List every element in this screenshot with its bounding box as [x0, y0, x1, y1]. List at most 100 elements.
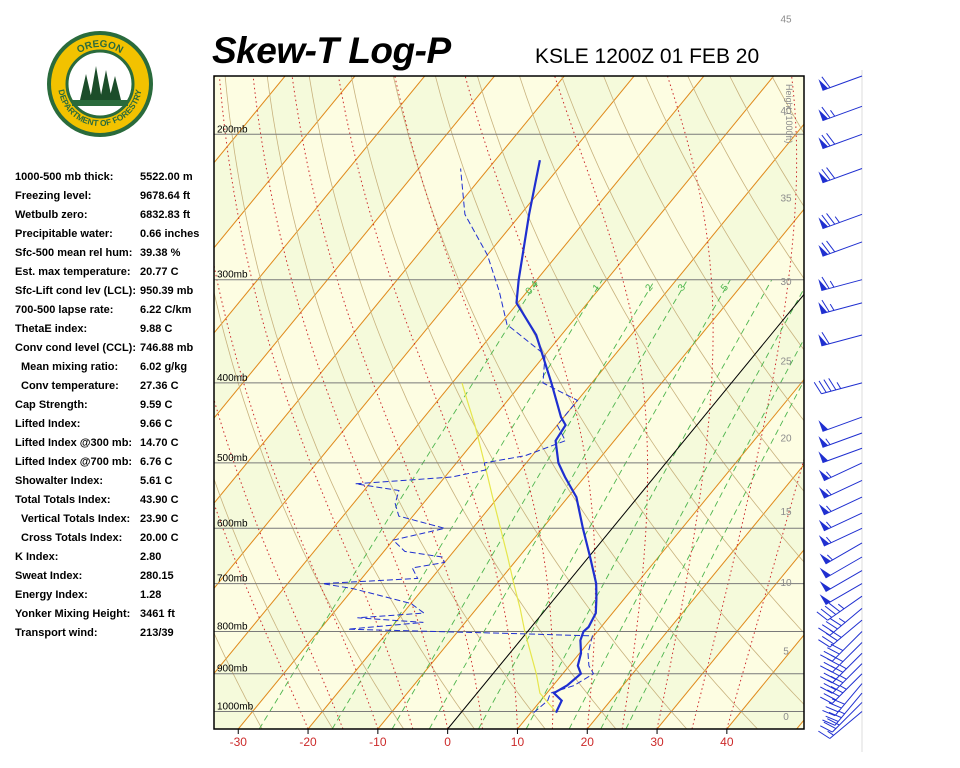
- wind-barb-pennant: [819, 553, 831, 564]
- wind-barb-staff: [829, 619, 863, 648]
- index-label: Showalter Index:: [15, 475, 104, 487]
- wind-barb-flag: [823, 672, 837, 680]
- index-value: 6832.83 ft: [140, 209, 191, 221]
- wind-barb-staff: [822, 213, 863, 230]
- wind-barb-staff: [822, 432, 863, 448]
- wind-barb-flag: [830, 643, 844, 652]
- wind-barb-staff: [822, 133, 863, 150]
- x-tick-label: 30: [650, 735, 664, 749]
- mixing-ratio-line: [391, 279, 656, 729]
- wind-barb-flag: [823, 721, 837, 730]
- dry-adiabat: [940, 76, 960, 729]
- index-row: Wetbulb zero: 6832.83 ft: [15, 206, 220, 225]
- wind-barb-flag: [821, 106, 831, 119]
- isotherm-line: [377, 208, 804, 729]
- pressure-label: 400mb: [217, 373, 248, 384]
- index-row: Sweat Index: 280.15: [15, 567, 220, 586]
- isotherm-band: [866, 76, 960, 729]
- index-value: 27.36 C: [140, 380, 179, 392]
- wind-barb-flag: [825, 621, 838, 630]
- wind-barb: [820, 702, 863, 733]
- mixing-ratio-label: 1: [591, 282, 603, 294]
- isotherm-line: [214, 76, 635, 590]
- wind-barb-flag: [823, 661, 837, 670]
- isotherm-line: [214, 76, 356, 249]
- pressure-label: 200mb: [217, 124, 248, 135]
- wind-barb-flag: [826, 213, 836, 225]
- wind-barb-staff: [825, 556, 863, 579]
- wind-barb-flag: [821, 242, 831, 254]
- wind-barb-staff: [822, 447, 863, 464]
- index-value: 39.38 %: [140, 247, 181, 259]
- isotherm-line: [656, 549, 804, 729]
- index-row: Lifted Index @300 mb: 14.70 C: [15, 434, 220, 453]
- mixing-ratio-line: [258, 279, 539, 729]
- index-label: Freezing level:: [15, 190, 92, 202]
- wind-barb-pennant: [818, 420, 829, 432]
- index-value: 9.59 C: [140, 399, 173, 411]
- wind-barb: [818, 607, 863, 636]
- wind-barb: [818, 462, 863, 482]
- index-value: 2.80: [140, 551, 162, 563]
- wind-barb-staff: [831, 652, 863, 684]
- wind-barb-staff: [831, 631, 863, 662]
- index-label: Sweat Index:: [15, 570, 83, 582]
- index-value: 6.76 C: [140, 456, 173, 468]
- wind-barb-flag: [820, 696, 833, 704]
- dry-adiabat: [603, 76, 804, 422]
- wind-barb-flag: [816, 611, 828, 621]
- wind-barb-flag: [818, 380, 827, 393]
- wind-barb-flag: [827, 647, 840, 655]
- wind-barb: [818, 527, 863, 547]
- wind-barb: [819, 556, 863, 579]
- wind-barb-staff: [834, 692, 863, 726]
- wind-barb-staff: [822, 75, 863, 91]
- isotherm-line: [214, 76, 705, 675]
- wind-barb: [819, 570, 863, 592]
- x-tick-label: 0: [444, 735, 451, 749]
- logo-trees-icon: [80, 66, 121, 100]
- dry-adiabat: [266, 76, 546, 729]
- wind-barb-half-flag: [826, 488, 832, 496]
- station-time-label: KSLE 1200Z 01 FEB 20: [535, 45, 760, 68]
- wind-barb-pennant: [818, 436, 829, 448]
- x-tick-label: -30: [230, 735, 248, 749]
- wind-barb-flag: [820, 608, 832, 618]
- wind-barb-half-flag: [836, 382, 842, 389]
- mixing-ratio-line: [568, 287, 804, 729]
- index-row: Sfc-500 mean rel hum: 39.38 %: [15, 244, 220, 263]
- isotherm-line: [214, 76, 216, 79]
- dry-adiabat: [561, 76, 804, 492]
- wind-barb-staff: [831, 663, 863, 694]
- stability-indices-panel: 1000-500 mb thick: 5522.00 m Freezing leve…: [15, 168, 220, 643]
- index-value: 6.02 g/kg: [140, 361, 188, 373]
- isotherm-line: [214, 76, 565, 504]
- temperature-trace: [515, 159, 598, 714]
- index-row: Vertical Totals Index: 23.90 C: [15, 510, 220, 529]
- index-row: Conv temperature: 27.36 C: [15, 377, 220, 396]
- height-tick-label: 25: [780, 357, 792, 368]
- wind-barb-staff: [831, 673, 863, 704]
- wind-barb-staff: [825, 542, 863, 565]
- wind-barb-half-flag: [826, 471, 832, 478]
- wind-barb-staff: [825, 583, 863, 606]
- index-row: Cap Strength: 9.59 C: [15, 396, 220, 415]
- index-row: Lifted Index: 9.66 C: [15, 415, 220, 434]
- height-tick-label: 10: [780, 578, 792, 589]
- mixing-ratio-line: [600, 338, 804, 729]
- index-label: Vertical Totals Index:: [21, 513, 131, 525]
- wind-barb-staff: [821, 302, 863, 315]
- index-value: 5522.00 m: [140, 171, 193, 183]
- height-tick-label: 15: [780, 507, 792, 518]
- wind-barb-pennant: [818, 302, 828, 314]
- index-row: 1000-500 mb thick: 5522.00 m: [15, 168, 220, 187]
- wind-barb: [818, 276, 863, 292]
- wind-barb-half-flag: [830, 110, 836, 117]
- wind-barb-staff: [829, 711, 863, 739]
- wind-barb-staff: [821, 382, 863, 395]
- dry-adiabat: [519, 76, 804, 563]
- wind-barb-flag: [821, 214, 831, 227]
- wind-barb: [820, 663, 863, 694]
- plot-area: [214, 76, 960, 729]
